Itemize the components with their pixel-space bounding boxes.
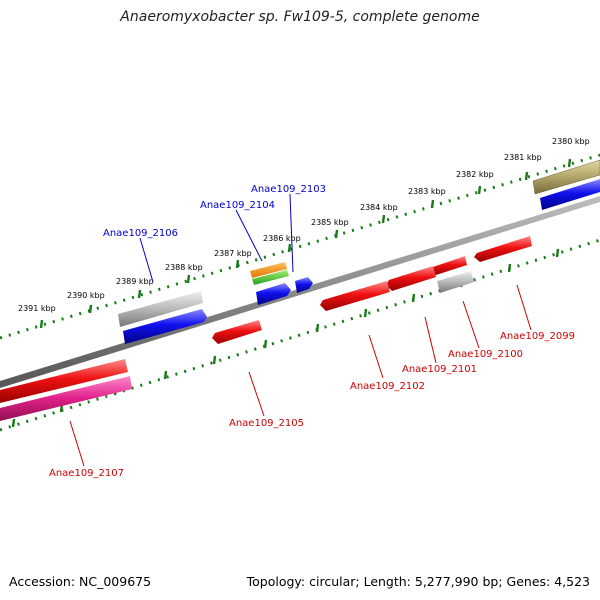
gene-orange-rna[interactable]	[250, 262, 287, 278]
leader-line	[235, 209, 263, 262]
tick-label: 2384 kbp	[360, 203, 398, 212]
ruler-tick	[567, 158, 572, 168]
gene-label[interactable]: Anae109_2103	[251, 184, 326, 195]
gene-label[interactable]: Anae109_2104	[200, 200, 275, 211]
leader-line	[424, 316, 437, 364]
leader-line	[462, 300, 480, 349]
reverse-ruler-dots	[0, 238, 600, 432]
ruler-tick	[186, 274, 191, 284]
gene-red-2107[interactable]	[0, 359, 128, 403]
gene-label[interactable]: Anae109_2102	[350, 381, 425, 392]
gene-red-2105[interactable]	[212, 320, 262, 344]
ruler-tick	[430, 199, 435, 209]
gene-green-rna[interactable]	[252, 270, 289, 285]
gene-label[interactable]: Anae109_2105	[229, 418, 304, 429]
tick-label: 2380 kbp	[552, 137, 590, 146]
ruler-tick	[477, 185, 482, 195]
gene-red-2101[interactable]	[386, 266, 436, 291]
ruler-tick	[381, 214, 386, 224]
tick-label: 2382 kbp	[456, 170, 494, 179]
gene-label[interactable]: Anae109_2106	[103, 228, 178, 239]
leader-line	[516, 284, 532, 331]
leader-line	[248, 371, 265, 417]
ruler-tick	[555, 248, 560, 258]
reverse-major-ticks	[11, 248, 560, 428]
ruler-tick	[39, 319, 44, 329]
ruler-tick	[137, 289, 142, 299]
tick-label: 2391 kbp	[18, 304, 56, 313]
ruler-tick	[235, 259, 240, 269]
map-title: Anaeromyxobacter sp. Fw109-5, complete g…	[120, 9, 480, 25]
tick-label: 2387 kbp	[214, 249, 252, 258]
tick-label: 2381 kbp	[504, 153, 542, 162]
ruler-tick	[287, 243, 292, 253]
ruler-tick	[363, 308, 368, 318]
leader-line	[368, 334, 384, 379]
gene-magenta-2107[interactable]	[0, 376, 132, 421]
gene-gray-2100[interactable]	[437, 271, 474, 293]
gene-red-2099[interactable]	[474, 236, 532, 262]
forward-ruler-dots	[0, 153, 600, 340]
gene-blue-2098[interactable]	[540, 179, 600, 210]
tick-label: 2388 kbp	[165, 263, 203, 272]
gene-red-2100[interactable]	[430, 256, 467, 275]
leader-line	[139, 237, 154, 283]
gene-blue-2104[interactable]	[256, 283, 291, 305]
ruler-tick	[315, 323, 320, 333]
gene-label[interactable]: Anae109_2101	[402, 364, 477, 375]
gene-blue-2106[interactable]	[123, 309, 207, 344]
gene-label[interactable]: Anae109_2100	[448, 349, 523, 360]
ruler-tick	[11, 418, 16, 428]
topology-text: Topology: circular; Length: 5,277,990 bp…	[246, 574, 590, 589]
gene-gray-2106[interactable]	[118, 291, 203, 327]
ruler-tick	[163, 370, 168, 380]
accession-text: Accession: NC_009675	[9, 574, 152, 589]
leader-line	[289, 193, 294, 273]
ruler-tick	[334, 229, 339, 239]
ruler-tick	[524, 171, 529, 181]
gene-label[interactable]: Anae109_2099	[500, 331, 575, 342]
tick-label: 2389 kbp	[116, 277, 154, 286]
gene-olive[interactable]	[532, 159, 600, 195]
tick-label: 2390 kbp	[67, 291, 105, 300]
ruler-tick	[88, 304, 93, 314]
ruler-tick	[411, 293, 416, 303]
gene-red-2102[interactable]	[320, 281, 390, 311]
forward-major-ticks	[39, 158, 572, 329]
leader-line	[69, 420, 85, 467]
gene-blue-2103[interactable]	[295, 277, 313, 293]
ruler-tick	[507, 263, 512, 273]
ruler-tick	[263, 339, 268, 349]
ruler-tick	[212, 355, 217, 365]
tick-label: 2385 kbp	[311, 218, 349, 227]
tick-label: 2383 kbp	[408, 187, 446, 196]
tick-label: 2386 kbp	[263, 234, 301, 243]
gene-label[interactable]: Anae109_2107	[49, 468, 124, 479]
